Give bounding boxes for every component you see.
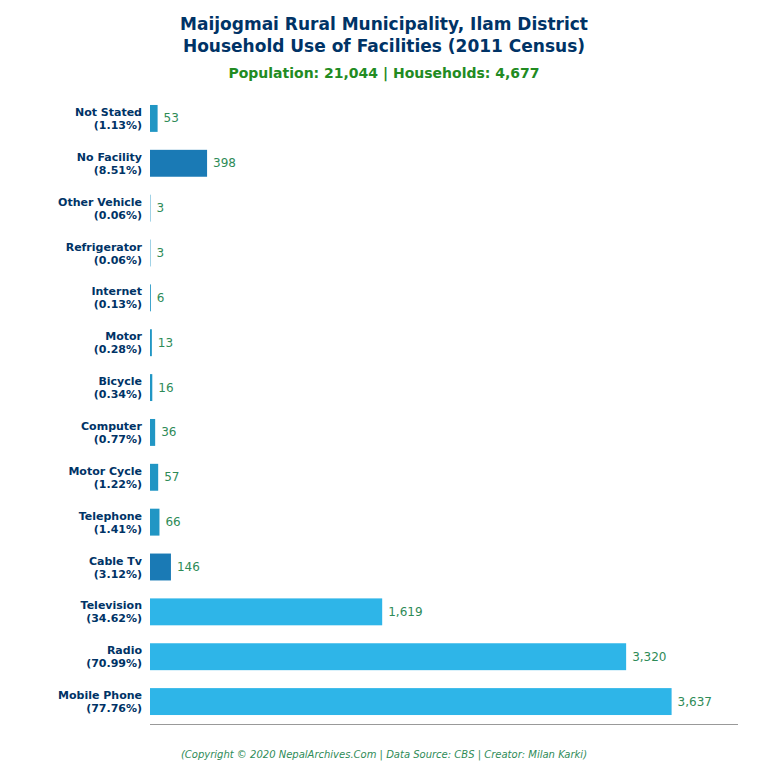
chart-container: Maijogmai Rural Municipality, Ilam Distr… <box>0 0 768 768</box>
y-tick-label: Mobile Phone(77.76%) <box>58 689 142 715</box>
y-tick-label: Radio(70.99%) <box>86 644 142 670</box>
y-tick-label: Bicycle(0.34%) <box>94 375 142 401</box>
footer: (Copyright © 2020 NepalArchives.Com | Da… <box>181 749 587 761</box>
bar <box>150 464 158 491</box>
x-axis-line <box>150 724 738 725</box>
data-label: 3,320 <box>632 650 666 664</box>
data-label: 57 <box>164 470 179 484</box>
data-label: 3 <box>156 201 164 215</box>
bar <box>150 195 151 222</box>
bar <box>150 240 151 267</box>
bar <box>150 329 152 356</box>
bar <box>150 688 672 715</box>
chart-svg: Maijogmai Rural Municipality, Ilam Distr… <box>0 0 768 768</box>
data-label: 36 <box>161 425 176 439</box>
bar <box>150 509 159 536</box>
data-label: 16 <box>158 381 173 395</box>
bar <box>150 150 207 177</box>
data-label: 53 <box>164 111 179 125</box>
data-label: 146 <box>177 560 200 574</box>
data-label: 398 <box>213 156 236 170</box>
y-tick-label: Internet(0.13%) <box>91 285 142 311</box>
bar <box>150 598 382 625</box>
y-tick-labels: Not Stated(1.13%) No Facility(8.51%) Other… <box>58 105 143 714</box>
data-label: 3 <box>156 246 164 260</box>
data-label: 6 <box>157 291 165 305</box>
y-tick-label: Motor(0.28%) <box>94 330 143 356</box>
data-label: 13 <box>158 336 173 350</box>
y-tick-label: Refrigerator(0.06%) <box>66 240 143 266</box>
y-tick-label: Cable Tv(3.12%) <box>89 554 143 580</box>
title: Maijogmai Rural Municipality, Ilam Distr… <box>180 14 588 56</box>
bar <box>150 284 151 311</box>
y-tick-label: Not Stated(1.13%) <box>75 105 142 131</box>
y-tick-label: Telephone(1.41%) <box>79 509 142 535</box>
y-tick-label: Motor Cycle(1.22%) <box>68 464 142 490</box>
bars <box>150 105 672 715</box>
data-label: 3,637 <box>678 695 712 709</box>
bar <box>150 643 626 670</box>
y-tick-label: Television(34.62%) <box>81 599 142 625</box>
subtitle: Population: 21,044 | Households: 4,677 <box>228 65 539 82</box>
data-label: 1,619 <box>388 605 422 619</box>
bar <box>150 105 158 132</box>
bar <box>150 374 152 401</box>
data-labels: 5339833613163657661461,6193,3203,637 <box>156 111 712 708</box>
data-label: 66 <box>165 515 180 529</box>
bar <box>150 419 155 446</box>
y-tick-label: No Facility(8.51%) <box>77 150 142 176</box>
bar <box>150 554 171 581</box>
y-tick-label: Computer(0.77%) <box>81 419 143 445</box>
y-tick-label: Other Vehicle(0.06%) <box>58 195 142 221</box>
